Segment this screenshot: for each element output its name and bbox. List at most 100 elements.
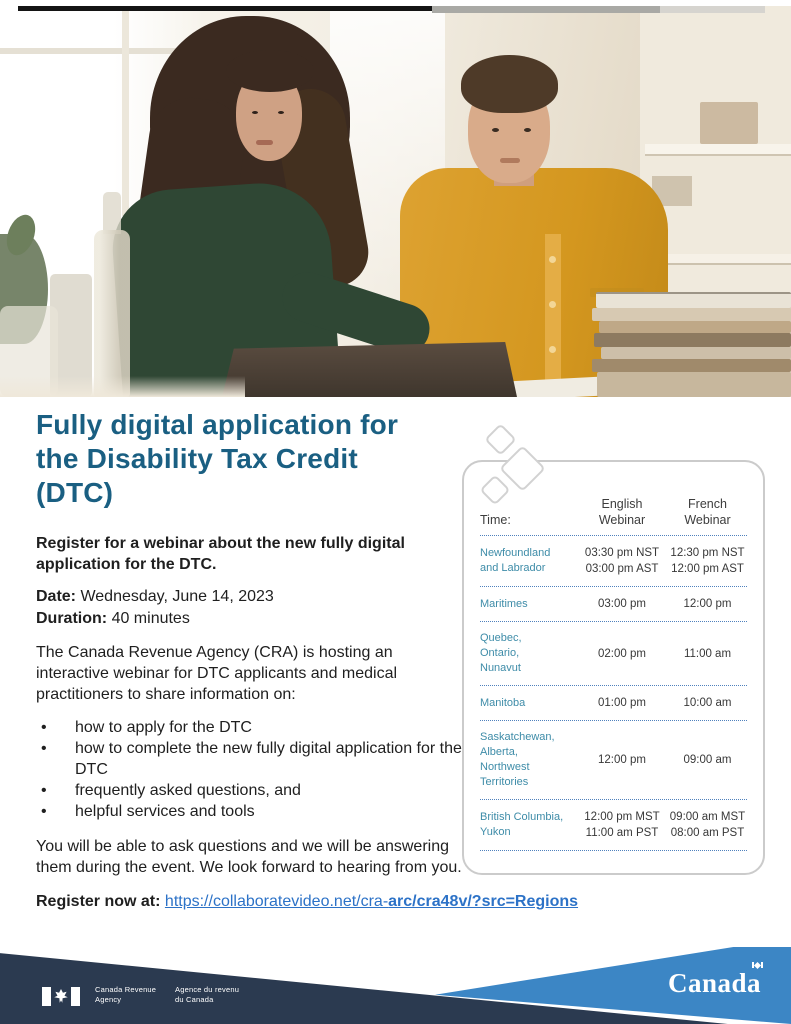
table-row: British Columbia, Yukon 12:00 pm MST 11:00 … (480, 800, 747, 851)
window-frame (122, 6, 129, 216)
duration-line: Duration: 40 minutes (36, 608, 472, 630)
man-shirt-placket (545, 234, 561, 397)
dept-name-line: Agence du revenu (175, 985, 240, 994)
registration-link-text: https://collaboratevideo.net/cra- (164, 893, 389, 910)
french-webinar-time: 09:00 am (668, 752, 747, 768)
book (592, 308, 791, 321)
book (597, 372, 791, 397)
woman-face (256, 140, 273, 145)
book (601, 347, 791, 359)
dept-name-line: du Canada (175, 994, 214, 1004)
duration-value: 40 minutes (111, 610, 190, 627)
man-hair (461, 55, 558, 113)
region-name-line: Alberta, (480, 746, 518, 758)
french-webinar-time: 11:00 am (668, 646, 747, 662)
schedule-rows: Newfoundland and Labrador 03:30 pm NST 03:0… (480, 536, 747, 851)
page-title-line: Fully digital application for (36, 409, 399, 440)
man-face (524, 128, 531, 132)
region-name-line: Quebec, (480, 632, 522, 644)
photo-top-strip (18, 6, 432, 11)
shelf (645, 144, 791, 154)
page-title: Fully digital application for the Disabi… (36, 408, 472, 510)
schedule-card: Time: English Webinar French Webinar New… (462, 460, 765, 875)
time-line: 12:00 pm (598, 754, 646, 766)
footer: Canada Revenue Agency Agence du revenu d… (0, 947, 791, 1024)
region-name: Quebec, Ontario, Nunavut (480, 631, 576, 676)
region-name-line: Manitoba (480, 696, 526, 709)
region-name-line: Nunavut (480, 662, 521, 674)
time-line: 02:00 pm (598, 647, 646, 660)
canada-flag-icon (71, 987, 80, 1006)
date-line: Date: Wednesday, June 14, 2023 (36, 586, 472, 608)
french-webinar-time: 09:00 am MST 08:00 am PST (668, 809, 747, 841)
region-name-line: British Columbia, (480, 811, 564, 823)
book (592, 359, 791, 372)
glass-bottle (94, 230, 130, 397)
time-line: 01:00 pm (598, 697, 646, 709)
table-surface (0, 376, 245, 397)
page-title-line: (DTC) (36, 477, 114, 508)
closing-text: You will be able to ask questions and we… (36, 838, 462, 876)
shelf (660, 254, 791, 263)
registration-link[interactable]: https://collaboratevideo.net/cra-arc/cra… (165, 893, 578, 910)
time-line: 12:00 pm (683, 598, 732, 610)
shirt-button (549, 346, 556, 353)
laptop (222, 342, 517, 397)
region-name-line: Yukon (480, 826, 511, 838)
french-webinar-time: 12:00 pm (668, 596, 747, 612)
region-name-line: Newfoundland (480, 547, 551, 559)
time-line: 12:30 pm NST (670, 547, 745, 559)
english-webinar-time: 01:00 pm (576, 695, 668, 711)
content-column: Fully digital application for the Disabi… (36, 408, 578, 911)
french-webinar-time: 10:00 am (668, 695, 747, 711)
maple-leaf-icon (54, 989, 68, 1003)
woman-hair (226, 50, 314, 92)
time-line: 09:00 am (683, 754, 732, 766)
page-title-line: the Disability Tax Credit (36, 443, 358, 474)
bullet-item: frequently asked questions, and (36, 780, 472, 801)
time-line: 08:00 am PST (670, 827, 745, 839)
dept-name-english: Canada Revenue Agency (95, 985, 167, 1004)
table-row: Quebec, Ontario, Nunavut 02:00 pm 11:00 am (480, 622, 747, 686)
bullet-item: how to apply for the DTC (36, 717, 472, 738)
notebook (596, 292, 791, 308)
registration-link-text-bold: arc/cra48v/?src=Regions (388, 893, 579, 910)
english-webinar-time: 02:00 pm (576, 646, 668, 662)
canada-wordmark: Canada (668, 961, 764, 999)
date-label: Date: (36, 588, 77, 605)
region-name: Maritimes (480, 597, 576, 612)
schedule-header: Time: English Webinar French Webinar (480, 496, 747, 536)
canada-wordmark-flag-icon (752, 961, 764, 969)
english-webinar-time: 03:00 pm (576, 596, 668, 612)
woman-face (252, 111, 258, 114)
shirt-button (549, 256, 556, 263)
table-row: Saskatchewan, Alberta, Northwest Territorie… (480, 721, 747, 800)
region-name-line: Territories (480, 776, 529, 788)
time-line: 09:00 am MST (669, 811, 746, 823)
english-webinar-time: 03:30 pm NST 03:00 pm AST (576, 545, 668, 577)
date-value: Wednesday, June 14, 2023 (80, 588, 274, 605)
photo-top-strip (660, 6, 765, 13)
time-column-header: Time: (480, 513, 511, 527)
french-webinar-time: 12:30 pm NST 12:00 pm AST (668, 545, 747, 577)
dept-name-line: Agency (95, 994, 122, 1004)
bullet-item: helpful services and tools (36, 801, 472, 822)
canada-flag-icon (42, 987, 80, 1006)
english-column-header: English Webinar (598, 497, 646, 527)
french-column-header: French Webinar (684, 497, 731, 527)
time-line: 11:00 am (683, 647, 732, 660)
window-frame (0, 48, 195, 54)
table-row: Newfoundland and Labrador 03:30 pm NST 03:0… (480, 536, 747, 587)
table-row: Maritimes 03:00 pm 12:00 pm (480, 587, 747, 622)
table-row: Manitoba 01:00 pm 10:00 am (480, 686, 747, 721)
duration-label: Duration: (36, 610, 108, 627)
time-line: 03:00 pm AST (585, 563, 659, 575)
region-name-line: Northwest (480, 761, 530, 773)
time-line: 03:30 pm NST (584, 547, 660, 559)
region-name-line: Ontario, (480, 647, 520, 659)
intro-text: Register for a webinar about the new ful… (36, 535, 405, 573)
time-line: 10:00 am (683, 697, 732, 709)
region-name: Manitoba (480, 696, 576, 711)
hero-photo (0, 6, 791, 397)
